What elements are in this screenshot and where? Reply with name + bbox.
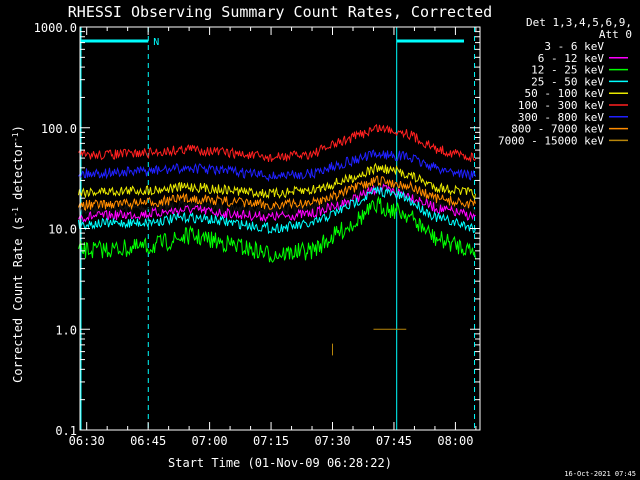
legend-label-7: 800 - 7000 keV <box>511 123 604 136</box>
legend-label-8: 7000 - 15000 keV <box>498 134 604 147</box>
saa-marker-label: N <box>153 37 159 48</box>
legend-label-0: 3 - 6 keV <box>544 40 604 53</box>
legend-label-1: 6 - 12 keV <box>538 52 605 65</box>
series-line-5 <box>78 123 476 162</box>
x-tick-label: 08:00 <box>437 434 473 448</box>
legend-header-line-1: Det 1,3,4,5,6,9, <box>526 16 632 29</box>
series-line-6 <box>78 149 476 182</box>
y-axis-label-sup: -1 <box>11 207 20 217</box>
chart-title: RHESSI Observing Summary Count Rates, Co… <box>68 3 492 21</box>
legend-label-5: 100 - 300 keV <box>518 99 604 112</box>
series-line-2 <box>78 195 476 263</box>
y-axis-label-end: ) <box>11 125 25 132</box>
y-tick-label: 10.0 <box>48 223 77 237</box>
x-tick-label: 07:00 <box>192 434 228 448</box>
y-axis-label-text: Corrected Count Rate (s <box>11 217 25 383</box>
x-tick-label: 07:30 <box>314 434 350 448</box>
x-axis-label: Start Time (01-Nov-09 06:28:22) <box>168 456 392 470</box>
footer-timestamp: 16-Oct-2021 07:45 <box>564 470 636 478</box>
y-tick-label: 1000.0 <box>34 21 77 35</box>
legend-label-2: 12 - 25 keV <box>531 64 604 77</box>
x-tick-label: 06:45 <box>130 434 166 448</box>
x-tick-label: 07:15 <box>253 434 289 448</box>
y-tick-label: 0.1 <box>55 424 77 438</box>
x-tick-label: 07:45 <box>376 434 412 448</box>
y-axis-label: Corrected Count Rate (s-1 detector-1) <box>11 125 25 383</box>
series-line-0 <box>77 180 477 216</box>
series-line-3 <box>78 186 476 235</box>
legend-label-4: 50 - 100 keV <box>525 87 605 100</box>
legend-header-line-2: Att 0 <box>599 28 632 41</box>
series-line-7 <box>78 175 476 211</box>
x-tick-label: 06:30 <box>69 434 105 448</box>
y-tick-label: 1.0 <box>55 323 77 337</box>
legend-label-6: 300 - 800 keV <box>518 111 604 124</box>
legend-label-3: 25 - 50 keV <box>531 75 604 88</box>
y-axis-label-sup-2: -1 <box>11 132 20 142</box>
series-line-4 <box>78 162 476 201</box>
y-tick-label: 100.0 <box>41 122 77 136</box>
y-axis-label-mid: detector <box>11 142 25 207</box>
